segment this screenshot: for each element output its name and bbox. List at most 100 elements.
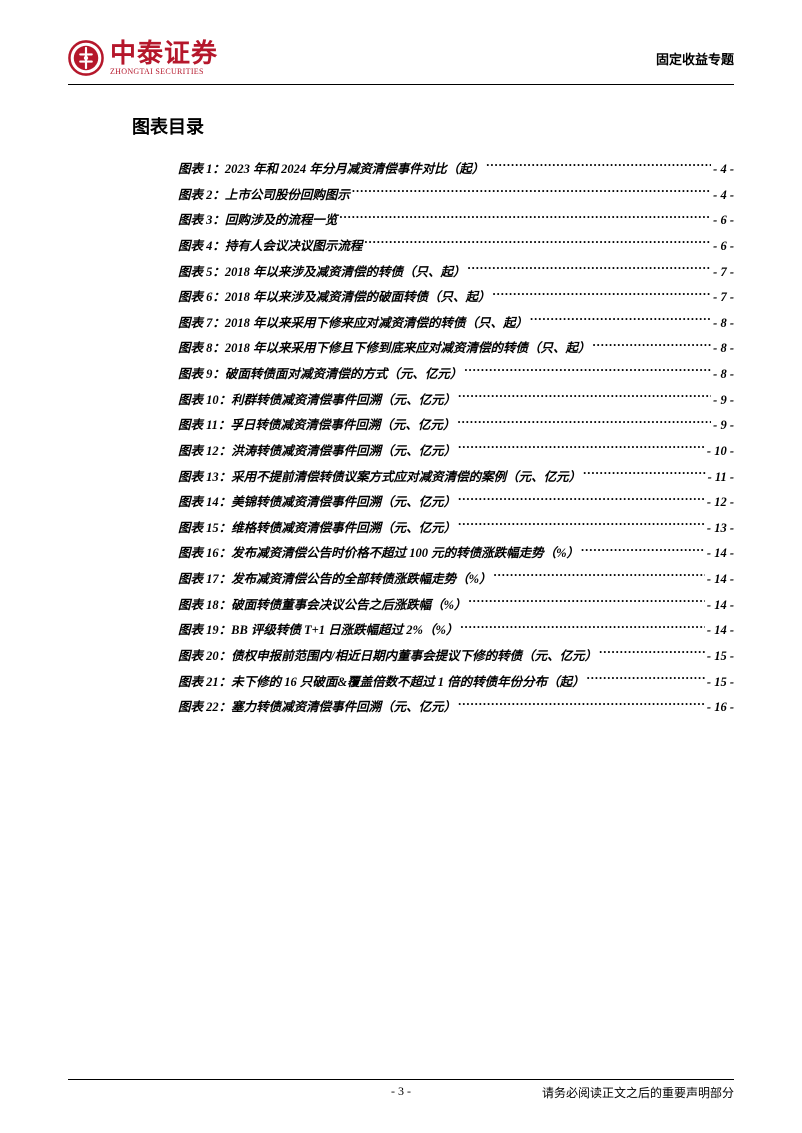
toc-leader-dots <box>458 517 705 530</box>
toc-leader-dots <box>458 492 705 505</box>
toc-list: 图表 1：2023 年和 2024 年分月减资清偿事件对比（起）- 4 -图表 … <box>178 157 734 721</box>
zhongtai-logo-icon <box>68 40 104 76</box>
page-header: 中泰证券 ZHONGTAI SECURITIES 固定收益专题 <box>68 40 734 76</box>
footer-disclaimer: 请务必阅读正文之后的重要声明部分 <box>542 1084 734 1101</box>
toc-entry-label: 图表 11：孚日转债减资清偿事件回溯（元、亿元） <box>178 413 455 439</box>
toc-entry-page: - 8 - <box>713 362 734 388</box>
toc-entry: 图表 14：美锦转债减资清偿事件回溯（元、亿元） - 12 - <box>178 490 734 516</box>
toc-leader-dots <box>583 466 705 479</box>
toc-entry: 图表 22：塞力转债减资清偿事件回溯（元、亿元） - 16 - <box>178 695 734 721</box>
toc-entry-label: 图表 1：2023 年和 2024 年分月减资清偿事件对比（起） <box>178 157 484 183</box>
toc-entry-label: 图表 20：债权申报前范围内/相近日期内董事会提议下修的转债（元、亿元） <box>178 644 597 670</box>
toc-entry-page: - 14 - <box>707 567 734 593</box>
toc-entry-label: 图表 15：维格转债减资清偿事件回溯（元、亿元） <box>178 516 456 542</box>
toc-entry-page: - 14 - <box>707 593 734 619</box>
document-category: 固定收益专题 <box>656 49 734 68</box>
toc-entry: 图表 4：持有人会议决议图示流程 - 6 - <box>178 234 734 260</box>
toc-entry: 图表 10：利群转债减资清偿事件回溯（元、亿元） - 9 - <box>178 388 734 414</box>
toc-entry-label: 图表 2：上市公司股份回购图示 <box>178 183 350 209</box>
toc-entry-label: 图表 4：持有人会议决议图示流程 <box>178 234 362 260</box>
toc-leader-dots <box>587 671 705 684</box>
toc-entry-page: - 10 - <box>707 439 734 465</box>
toc-leader-dots <box>458 697 705 710</box>
toc-entry-label: 图表 18：破面转债董事会决议公告之后涨跌幅（%） <box>178 593 467 619</box>
page-number: - 3 - <box>391 1084 411 1099</box>
toc-leader-dots <box>493 287 712 300</box>
toc-entry: 图表 18：破面转债董事会决议公告之后涨跌幅（%） - 14 - <box>178 593 734 619</box>
toc-entry: 图表 6：2018 年以来涉及减资清偿的破面转债（只、起） - 7 - <box>178 285 734 311</box>
toc-entry-label: 图表 3：回购涉及的流程一览 <box>178 208 337 234</box>
toc-entry-page: - 12 - <box>707 490 734 516</box>
toc-leader-dots <box>458 440 705 453</box>
toc-entry-label: 图表 19：BB 评级转债 T+1 日涨跌幅超过 2%（%） <box>178 618 458 644</box>
toc-entry: 图表 5：2018 年以来涉及减资清偿的转债（只、起） - 7 - <box>178 260 734 286</box>
toc-leader-dots <box>530 312 711 325</box>
toc-entry: 图表 9：破面转债面对减资清偿的方式（元、亿元） - 8 - <box>178 362 734 388</box>
toc-leader-dots <box>469 594 705 607</box>
toc-entry-page: - 4 - <box>713 183 734 209</box>
toc-entry-page: - 13 - <box>707 516 734 542</box>
toc-entry-page: - 9 - <box>713 413 734 439</box>
toc-entry-page: - 11 - <box>708 465 734 491</box>
toc-entry-page: - 8 - <box>713 311 734 337</box>
toc-leader-dots <box>457 415 711 428</box>
toc-entry-page: - 6 - <box>713 208 734 234</box>
toc-entry: 图表 8：2018 年以来采用下修且下修到底来应对减资清偿的转债（只、起）- 8… <box>178 336 734 362</box>
toc-entry-page: - 16 - <box>707 695 734 721</box>
footer-row: - 3 - 请务必阅读正文之后的重要声明部分 <box>68 1084 734 1099</box>
toc-leader-dots <box>494 569 705 582</box>
toc-entry-page: - 9 - <box>713 388 734 414</box>
toc-entry-page: - 15 - <box>707 670 734 696</box>
toc-leader-dots <box>464 364 711 377</box>
toc-entry: 图表 17：发布减资清偿公告的全部转债涨跌幅走势（%） - 14 - <box>178 567 734 593</box>
toc-entry-label: 图表 16：发布减资清偿公告时价格不超过 100 元的转债涨跌幅走势（%） <box>178 541 579 567</box>
toc-entry-label: 图表 9：破面转债面对减资清偿的方式（元、亿元） <box>178 362 462 388</box>
toc-entry-page: - 6 - <box>713 234 734 260</box>
toc-leader-dots <box>339 210 711 223</box>
toc-entry: 图表 21：未下修的 16 只破面&覆盖倍数不超过 1 倍的转债年份分布（起） -… <box>178 670 734 696</box>
toc-entry-page: - 14 - <box>707 541 734 567</box>
toc-entry: 图表 11：孚日转债减资清偿事件回溯（元、亿元） - 9 - <box>178 413 734 439</box>
toc-entry-label: 图表 7：2018 年以来采用下修来应对减资清偿的转债（只、起） <box>178 311 528 337</box>
header-rule <box>68 84 734 85</box>
toc-entry: 图表 19：BB 评级转债 T+1 日涨跌幅超过 2%（%）- 14 - <box>178 618 734 644</box>
toc-entry-label: 图表 5：2018 年以来涉及减资清偿的转债（只、起） <box>178 260 466 286</box>
logo-text-wrap: 中泰证券 ZHONGTAI SECURITIES <box>110 40 218 76</box>
toc-entry-label: 图表 8：2018 年以来采用下修且下修到底来应对减资清偿的转债（只、起） <box>178 336 591 362</box>
toc-entry: 图表 3：回购涉及的流程一览 - 6 - <box>178 208 734 234</box>
toc-entry-label: 图表 14：美锦转债减资清偿事件回溯（元、亿元） <box>178 490 456 516</box>
toc-entry: 图表 2：上市公司股份回购图示 - 4 - <box>178 183 734 209</box>
logo-block: 中泰证券 ZHONGTAI SECURITIES <box>68 40 218 76</box>
toc-entry-page: - 4 - <box>713 157 734 183</box>
toc-leader-dots <box>458 389 711 402</box>
toc-entry-page: - 7 - <box>713 285 734 311</box>
toc-leader-dots <box>599 645 705 658</box>
toc-leader-dots <box>460 620 705 633</box>
toc-leader-dots <box>468 261 712 274</box>
toc-entry: 图表 13：采用不提前清偿转债议案方式应对减资清偿的案例（元、亿元） - 11 - <box>178 465 734 491</box>
page-container: 中泰证券 ZHONGTAI SECURITIES 固定收益专题 图表目录 图表 … <box>0 0 802 1133</box>
toc-entry-page: - 7 - <box>713 260 734 286</box>
toc-entry: 图表 16：发布减资清偿公告时价格不超过 100 元的转债涨跌幅走势（%） - 1… <box>178 541 734 567</box>
toc-entry: 图表 7：2018 年以来采用下修来应对减资清偿的转债（只、起） - 8 - <box>178 311 734 337</box>
toc-entry-label: 图表 21：未下修的 16 只破面&覆盖倍数不超过 1 倍的转债年份分布（起） <box>178 670 585 696</box>
toc-leader-dots <box>486 159 711 172</box>
logo-text-cn: 中泰证券 <box>110 40 218 66</box>
toc-leader-dots <box>593 338 712 351</box>
toc-leader-dots <box>364 235 711 248</box>
toc-entry-label: 图表 6：2018 年以来涉及减资清偿的破面转债（只、起） <box>178 285 491 311</box>
toc-entry: 图表 20：债权申报前范围内/相近日期内董事会提议下修的转债（元、亿元） - 15… <box>178 644 734 670</box>
toc-leader-dots <box>581 543 705 556</box>
toc-entry-label: 图表 17：发布减资清偿公告的全部转债涨跌幅走势（%） <box>178 567 492 593</box>
toc-entry-label: 图表 22：塞力转债减资清偿事件回溯（元、亿元） <box>178 695 456 721</box>
toc-leader-dots <box>352 184 711 197</box>
toc-entry: 图表 1：2023 年和 2024 年分月减资清偿事件对比（起） - 4 - <box>178 157 734 183</box>
logo-text-en: ZHONGTAI SECURITIES <box>110 68 218 76</box>
page-footer: - 3 - 请务必阅读正文之后的重要声明部分 <box>68 1079 734 1099</box>
toc-entry-label: 图表 12：洪涛转债减资清偿事件回溯（元、亿元） <box>178 439 456 465</box>
toc-title: 图表目录 <box>132 113 734 139</box>
toc-entry-page: - 15 - <box>707 644 734 670</box>
toc-entry-label: 图表 13：采用不提前清偿转债议案方式应对减资清偿的案例（元、亿元） <box>178 465 581 491</box>
footer-rule <box>68 1079 734 1080</box>
toc-entry-label: 图表 10：利群转债减资清偿事件回溯（元、亿元） <box>178 388 456 414</box>
